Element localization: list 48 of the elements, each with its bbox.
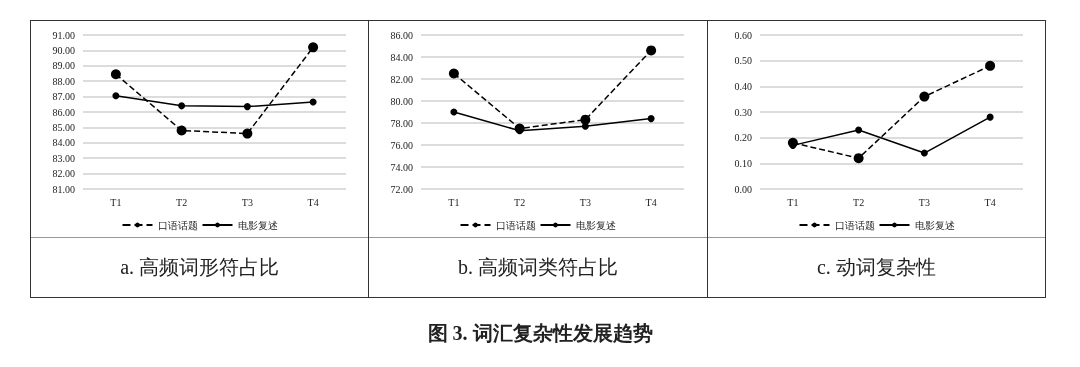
x-tick-label: T1 (786, 196, 799, 208)
legend-label: 电影复述 (237, 219, 278, 231)
text: c. 动词复杂性 (707, 237, 1045, 296)
x-tick-label: T3 (241, 196, 253, 208)
y-tick-label: 86.00 (52, 106, 75, 118)
x-tick-label: T4 (645, 196, 658, 208)
y-tick-label: 84.00 (52, 137, 75, 149)
y-tick-label: 80.00 (390, 95, 414, 107)
y-tick-label: 76.00 (390, 139, 414, 151)
x-tick-label: T3 (918, 196, 930, 208)
x-tick-label: T2 (176, 196, 188, 208)
y-tick-label: 86.00 (390, 29, 414, 41)
legend-label: 口语话题 (157, 219, 198, 231)
x-tick-label: T3 (580, 196, 592, 208)
x-tick-label: T4 (307, 196, 319, 208)
y-tick-label: 82.00 (52, 168, 75, 180)
y-tick-label: 0.10 (734, 157, 752, 169)
y-tick-label: 72.00 (390, 183, 414, 195)
y-tick-label: 0.50 (734, 55, 752, 67)
y-tick-label: 82.00 (390, 73, 414, 85)
x-tick-label: T1 (110, 196, 122, 208)
y-tick-label: 0.60 (734, 29, 752, 41)
legend-label: 口语话题 (495, 219, 536, 231)
y-tick-label: 0.20 (734, 132, 752, 144)
y-tick-label: 87.00 (52, 91, 75, 103)
y-tick-label: 0.30 (734, 106, 752, 118)
text: b. 高频词类符占比 (369, 237, 707, 296)
y-tick-label: 74.00 (390, 161, 414, 173)
y-tick-label: 88.00 (52, 75, 75, 87)
y-tick-label: 90.00 (52, 44, 75, 56)
y-tick-label: 0.40 (734, 80, 752, 92)
legend-label: 电影复述 (914, 219, 955, 231)
x-tick-label: T1 (448, 196, 460, 208)
y-tick-label: 89.00 (52, 60, 75, 72)
x-tick-label: T2 (852, 196, 864, 208)
y-tick-label: 83.00 (52, 152, 75, 164)
caption: 图 3. 词汇复杂性发展趋势 (427, 322, 653, 344)
y-tick-label: 85.00 (52, 121, 75, 133)
y-tick-label: 91.00 (52, 29, 75, 41)
y-tick-label: 84.00 (390, 51, 414, 63)
legend-label: 口语话题 (834, 219, 875, 231)
legend-label: 电影复述 (575, 219, 616, 231)
y-tick-label: 0.00 (734, 183, 752, 195)
x-tick-label: T2 (514, 196, 526, 208)
text: a. 高频词形符占比 (31, 237, 369, 296)
y-tick-label: 81.00 (52, 183, 75, 195)
y-tick-label: 78.00 (390, 117, 414, 129)
x-tick-label: T4 (984, 196, 996, 208)
